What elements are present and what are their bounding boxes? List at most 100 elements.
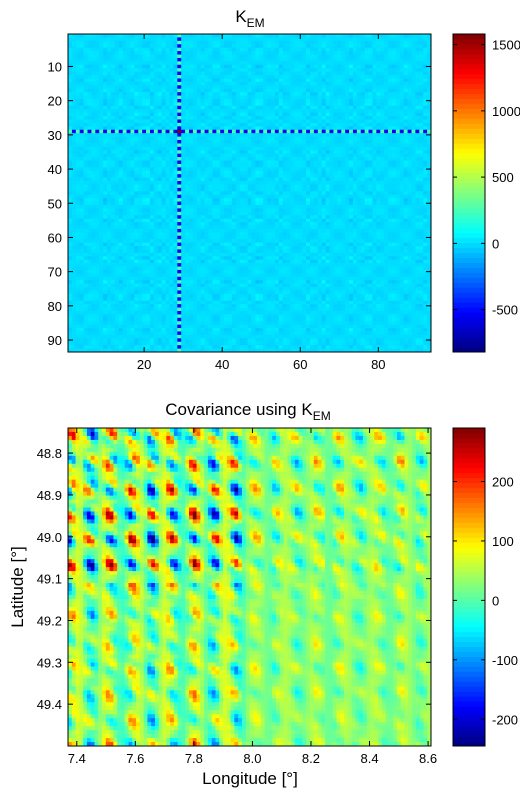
heatmap-cell <box>157 211 163 216</box>
heatmap-cell <box>134 211 139 216</box>
heatmap-cell <box>68 71 73 76</box>
heatmap-cell <box>411 157 416 161</box>
heatmap-cell <box>146 112 151 117</box>
heatmap-cell <box>333 211 338 216</box>
heatmap-cell <box>114 174 120 178</box>
heatmap-cell <box>270 184 276 189</box>
heatmap-cell <box>87 181 92 185</box>
heatmap-cell <box>126 133 131 137</box>
heatmap-cell <box>235 129 241 134</box>
heatmap-cell <box>263 126 268 131</box>
heatmap-cell <box>298 116 303 120</box>
heatmap-cell <box>83 75 88 79</box>
heatmap-cell <box>368 140 373 144</box>
heatmap-cell <box>376 88 381 93</box>
heatmap-cell <box>427 40 432 45</box>
heatmap-cell <box>142 126 147 131</box>
heatmap-cell <box>302 54 307 59</box>
heatmap-cell <box>110 174 116 178</box>
heatmap-cell <box>239 129 244 134</box>
heatmap-cell <box>321 64 326 69</box>
heatmap-cell <box>267 98 272 103</box>
heatmap-cell <box>173 174 178 178</box>
heatmap-cell <box>91 167 96 172</box>
heatmap-cell <box>399 143 405 148</box>
heatmap-cell <box>157 174 163 178</box>
heatmap-cell <box>134 126 139 131</box>
heatmap-cell <box>204 102 209 107</box>
heatmap-cell <box>200 150 205 155</box>
heatmap-cell <box>107 160 112 165</box>
heatmap-cell <box>380 140 385 144</box>
heatmap-cell <box>270 129 276 134</box>
heatmap-cell <box>419 78 424 83</box>
heatmap-cell <box>329 98 334 103</box>
heatmap-cell <box>302 75 307 79</box>
heatmap-cell <box>298 201 303 206</box>
heatmap-cell <box>368 163 373 168</box>
heatmap-cell <box>388 129 393 134</box>
heatmap-cell <box>395 136 401 141</box>
heatmap-cell <box>380 44 385 49</box>
heatmap-cell <box>368 75 373 79</box>
heatmap-cell <box>364 126 369 131</box>
heatmap-cell <box>185 160 190 165</box>
heatmap-cell <box>149 184 155 189</box>
heatmap-cell <box>341 184 346 189</box>
heatmap-cell <box>388 208 393 213</box>
heatmap-cell <box>286 143 291 148</box>
heatmap-cell <box>290 153 295 158</box>
heatmap-cell <box>384 61 389 66</box>
heatmap-cell <box>75 153 81 158</box>
heatmap-cell <box>208 88 213 93</box>
heatmap-cell <box>407 136 412 141</box>
heatmap-cell <box>192 51 198 55</box>
heatmap-cell <box>220 167 225 172</box>
heatmap-cell <box>247 51 252 55</box>
heatmap-cell <box>208 78 213 83</box>
heatmap-cell <box>286 116 291 120</box>
heatmap-cell <box>267 204 272 209</box>
heatmap-cell <box>313 116 319 120</box>
heatmap-cell <box>110 95 116 100</box>
heatmap-cell <box>95 133 100 137</box>
heatmap-cell <box>286 191 291 196</box>
heatmap-cell <box>103 57 108 62</box>
heatmap-cell <box>87 150 92 155</box>
heatmap-cell <box>391 37 397 42</box>
heatmap-cell <box>376 187 381 192</box>
heatmap-cell <box>79 61 84 66</box>
heatmap-cell <box>79 81 84 86</box>
heatmap-cell <box>333 150 338 155</box>
heatmap-cell <box>68 174 73 178</box>
heatmap-cell <box>68 204 73 209</box>
heatmap-cell <box>313 208 319 213</box>
heatmap-cell <box>83 201 88 206</box>
heatmap-cell <box>395 47 401 52</box>
heatmap-cell <box>376 194 381 199</box>
heatmap-cell <box>165 98 170 103</box>
heatmap-cell <box>368 204 373 209</box>
heatmap-cell <box>130 68 135 72</box>
heatmap-cell <box>142 61 147 66</box>
heatmap-cell <box>99 146 104 151</box>
heatmap-cell <box>118 174 123 178</box>
heatmap-cell <box>247 57 252 62</box>
heatmap-cell <box>360 126 365 131</box>
heatmap-cell <box>325 98 330 103</box>
heatmap-cell <box>333 68 338 72</box>
heatmap-cell <box>270 143 276 148</box>
heatmap-cell <box>270 75 276 79</box>
heatmap-cell <box>169 157 174 161</box>
heatmap-cell <box>243 126 248 131</box>
heatmap-cell <box>114 167 120 172</box>
heatmap-cell <box>83 208 88 213</box>
heatmap-cell <box>95 85 100 90</box>
heatmap-cell <box>337 37 342 42</box>
heatmap-cell <box>142 40 147 45</box>
heatmap-cell <box>134 85 139 90</box>
heatmap-cell <box>388 40 393 45</box>
heatmap-cell <box>388 194 393 199</box>
heatmap-cell <box>286 174 291 178</box>
heatmap-cell <box>122 47 127 52</box>
